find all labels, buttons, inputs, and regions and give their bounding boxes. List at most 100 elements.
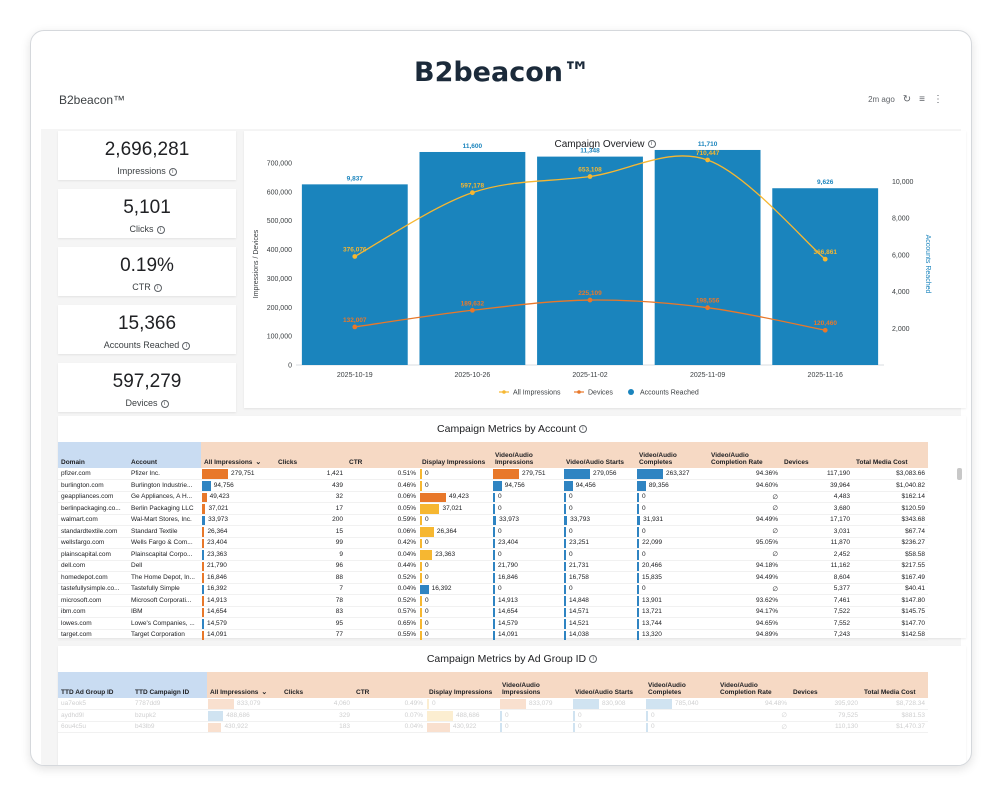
table-scrollbar[interactable] [957, 468, 962, 480]
column-header[interactable]: Display Impressions [419, 442, 492, 468]
column-header[interactable]: Video/Audio Completes [636, 442, 708, 468]
cell-value: 94,756 [504, 481, 525, 489]
column-header[interactable]: Account [128, 442, 201, 468]
table-cell: 0 [426, 698, 499, 710]
table-cell: 0.46% [346, 479, 419, 492]
info-icon[interactable]: i [160, 399, 169, 408]
table-row[interactable]: standardtextile.com Standard Textile 26,36… [58, 525, 928, 538]
column-header[interactable]: Video/Audio Starts [572, 672, 645, 698]
table-row[interactable]: lowes.com Lowe's Companies, ... 14,579 95 0.… [58, 617, 928, 630]
legend-label: Accounts Reached [640, 390, 699, 397]
table-cell: Pfizer Inc. [128, 468, 201, 480]
cell-bar [202, 469, 228, 479]
column-header[interactable]: Clicks [275, 442, 346, 468]
table-cell: 0 [419, 468, 492, 480]
table-row[interactable]: burlington.com Burlington Industrie... 94,… [58, 479, 928, 492]
cell-value: 0 [425, 608, 429, 616]
cell-value: 14,848 [569, 596, 589, 604]
cell-bar [493, 515, 497, 525]
column-header[interactable]: CTR [346, 442, 419, 468]
table-cell: 833,079 [499, 698, 572, 710]
column-header[interactable]: Domain [58, 442, 128, 468]
sort-descending-icon[interactable]: ⌄ [255, 459, 262, 466]
table-row[interactable]: aydhd9l bzupk2 488,686 329 0.07% 488,686 0 0 0 ∅ 7… [58, 709, 928, 722]
table-cell: 94.17% [708, 606, 781, 618]
column-header[interactable]: Video/Audio Completion Rate [708, 442, 781, 468]
cell-bar [637, 527, 639, 537]
kpi-value: 15,366 [117, 313, 177, 334]
table-row[interactable]: microsoft.com Microsoft Corporati... 14,91… [58, 594, 928, 607]
cell-bar [493, 481, 502, 491]
cell-bar [646, 711, 648, 721]
column-header[interactable]: Total Media Cost [861, 672, 928, 698]
table-cell: 0 [499, 721, 572, 733]
info-icon[interactable]: i [156, 225, 165, 234]
cell-value: 23,404 [498, 539, 519, 547]
column-header[interactable]: Display Impressions [426, 672, 499, 698]
cell-value: 0 [425, 516, 429, 524]
table-row[interactable]: homedepot.com The Home Depot, In... 16,846… [58, 571, 928, 584]
cell-bar [493, 527, 495, 537]
cell-bar [202, 550, 205, 560]
table-row[interactable]: berlinpackaging.co... Berlin Packaging LL… [58, 502, 928, 515]
column-header[interactable]: Video/Audio Starts [563, 442, 636, 468]
table-row[interactable]: tastefullysimple.co... Tastefully Simple 1… [58, 583, 928, 595]
column-header[interactable]: Video/Audio Impressions [492, 442, 563, 468]
column-header[interactable]: TTD Ad Group ID [58, 672, 132, 698]
table-cell: 7,552 [781, 617, 853, 630]
info-icon[interactable]: i [578, 425, 587, 434]
report-name: B2beacon™ [59, 93, 126, 107]
column-header[interactable]: Total Media Cost [853, 442, 928, 468]
refresh-icon[interactable]: ↻ [902, 94, 912, 105]
table-row[interactable]: dell.com Dell 21,790 96 0.44% 0 21,790 21,731 20… [58, 560, 928, 572]
kpi-label: Accounts Reached [103, 340, 180, 350]
info-icon[interactable]: i [647, 140, 656, 149]
table-cell: 0 [563, 502, 636, 515]
cell-bar [637, 561, 640, 571]
sort-descending-icon[interactable]: ⌄ [261, 689, 268, 696]
cell-bar [500, 711, 502, 721]
column-header-label: Video/Audio Starts [575, 689, 634, 696]
table-cell: 0 [636, 548, 708, 561]
cell-bar [637, 607, 639, 617]
table-cell: 17 [275, 502, 346, 515]
column-header[interactable]: All Impressions ⌄ [207, 672, 281, 698]
table-cell: $8,728.34 [861, 698, 928, 710]
table-row[interactable]: ibm.com IBM 14,654 83 0.57% 0 14,654 14,571 13,7… [58, 606, 928, 618]
table-row[interactable]: 6ou4c5u b43lb9 430,922 183 0.04% 430,922 0 0 0 ∅ 1… [58, 721, 928, 733]
table-cell: 16,846 [492, 571, 563, 584]
column-header[interactable]: Devices [781, 442, 853, 468]
column-header[interactable]: Devices [790, 672, 861, 698]
cell-value: 94,756 [213, 481, 234, 489]
table-cell: 21,731 [563, 560, 636, 572]
info-icon[interactable]: i [589, 655, 598, 664]
table-row[interactable]: wellsfargo.com Wells Fargo & Com... 23,404… [58, 537, 928, 549]
table-cell: 9 [275, 548, 346, 561]
table-row[interactable]: ua7eok5 7787dd9 833,079 4,060 0.49% 0 833,079 8… [58, 698, 928, 710]
last-updated: 2m ago [868, 95, 895, 104]
table-cell: 0 [572, 721, 645, 733]
column-header[interactable]: Video/Audio Completes [645, 672, 717, 698]
filter-icon[interactable]: ≡ [919, 94, 925, 105]
table-row[interactable]: pfizer.com Pfizer Inc. 279,751 1,421 0.51% 0 2… [58, 468, 928, 480]
table-cell: 0 [636, 525, 708, 538]
table-cell: ua7eok5 [58, 698, 132, 710]
report-frame: B2beacon™ B2beacon™ 2m ago ↻ ≡ ⋮ 2,696,2… [30, 30, 972, 766]
column-header[interactable]: Clicks [281, 672, 353, 698]
column-header[interactable]: All Impressions ⌄ [201, 442, 275, 468]
table-cell: 14,848 [563, 594, 636, 607]
column-header[interactable]: Video/Audio Impressions [499, 672, 572, 698]
info-icon[interactable]: i [182, 341, 191, 350]
table-row[interactable]: plainscapital.com Plainscapital Corpo... 2… [58, 548, 928, 561]
cell-value: 0 [425, 470, 429, 477]
table-row[interactable]: geappliances.com Ge Appliances, A H... 49,… [58, 491, 928, 503]
info-icon[interactable]: i [153, 283, 162, 292]
column-header[interactable]: CTR [353, 672, 426, 698]
table-row[interactable]: walmart.com Wal-Mart Stores, Inc. 33,973 20… [58, 514, 928, 526]
more-vert-icon[interactable]: ⋮ [933, 94, 943, 105]
column-header[interactable]: TTD Campaign ID [132, 672, 207, 698]
column-header[interactable]: Video/Audio Completion Rate [717, 672, 790, 698]
table-row[interactable]: target.com Target Corporation 14,091 77 0.55… [58, 629, 928, 641]
info-icon[interactable]: i [168, 167, 177, 176]
cell-value: 0 [569, 493, 573, 501]
